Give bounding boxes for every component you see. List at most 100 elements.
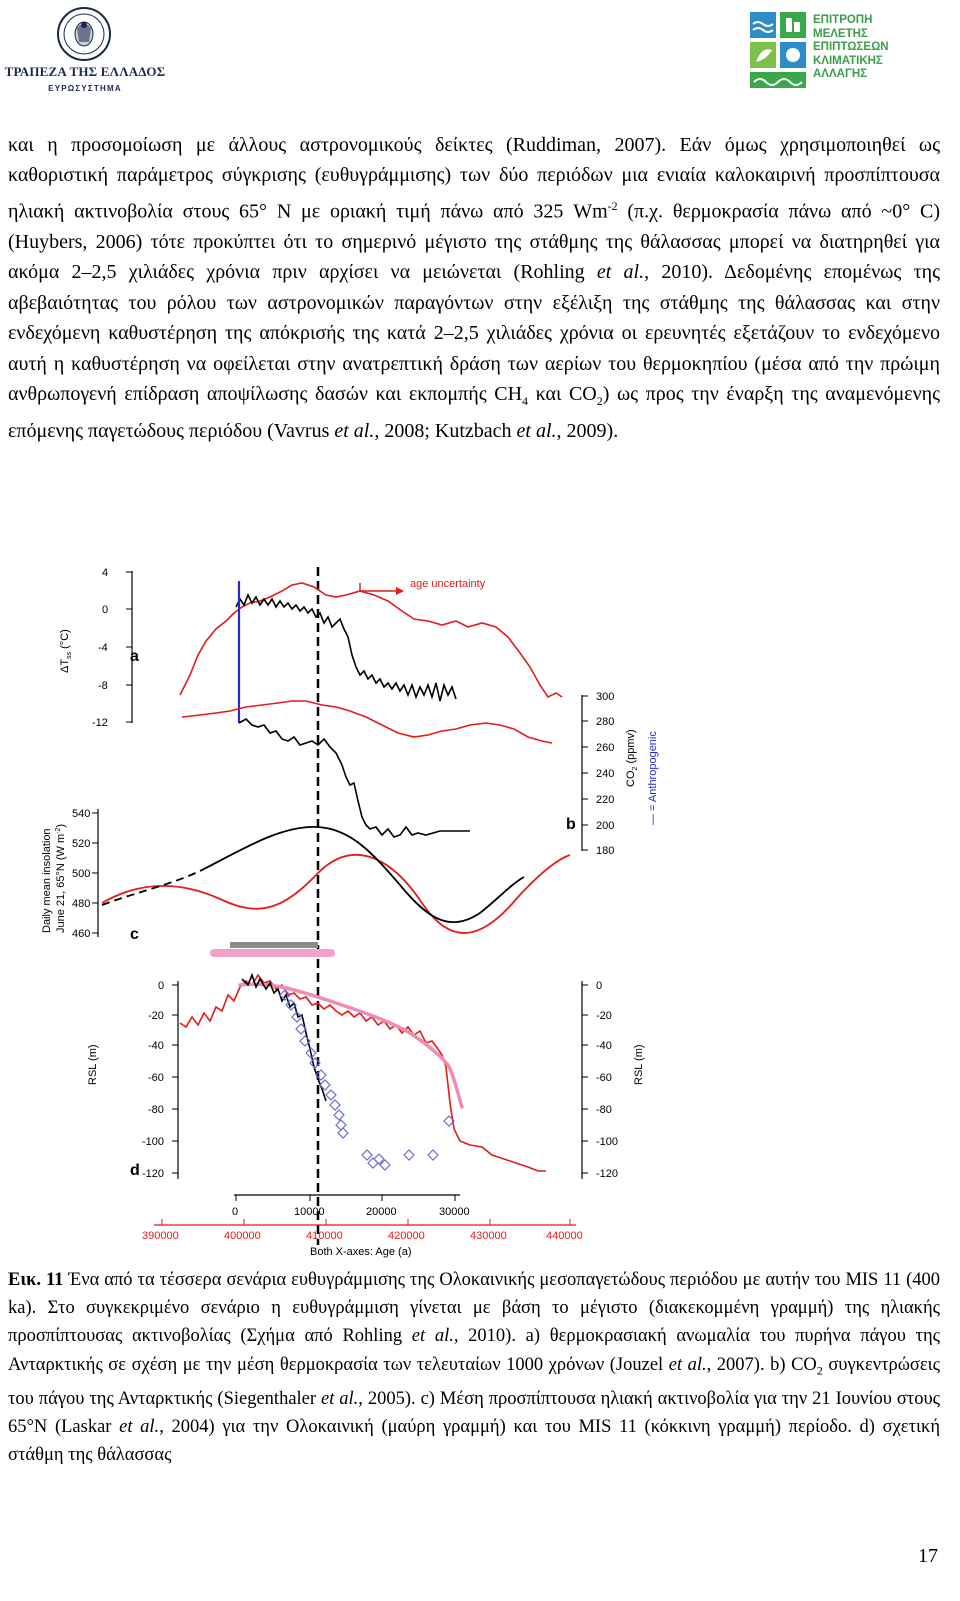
italic-et-al: et al. [334,420,375,443]
tick-label: 180 [596,845,614,857]
bank-subtitle: ΕΥΡΩΣΥΣΤΗΜΑ [48,84,122,93]
panel-label-c: c [130,926,139,943]
x-axis-holocene: 0 10000 20000 30000 [232,1194,470,1218]
figure-caption: Εικ. 11 Ένα από τα τέσσερα σενάρια ευθυγ… [8,1266,940,1469]
panel-b-holocene-curve [238,718,470,838]
tick-label: -60 [596,1072,612,1084]
subscript: 2 [596,393,603,408]
tick-label: 480 [72,898,90,910]
tick-label: -120 [596,1168,618,1180]
bank-of-greece-logo: ΤΡΑΠΕΖΑ ΤΗΣ ΕΛΛΑΔΟΣ ΕΥΡΩΣΥΣΤΗΜΑ [0,4,170,94]
tick-label: 400000 [224,1230,261,1242]
page-header: ΤΡΑΠΕΖΑ ΤΗΣ ΕΛΛΑΔΟΣ ΕΥΡΩΣΥΣΤΗΜΑ ΕΠΙΤΡΟΠΗ… [0,0,960,100]
pink-bar [210,949,335,957]
tick-label: 30000 [439,1206,470,1218]
tick-label: 10000 [294,1206,325,1218]
tick-label: -40 [148,1040,164,1052]
x-axis-label: Both X-axes: Age (a) [310,1246,412,1258]
panel-a-mis11-curve [179,582,563,699]
body-text-run: ) ως προς την έναρξη της αναμενόμενης επ… [8,382,940,443]
panel-c-holocene-dashed-curve [101,870,201,906]
italic-et-al: et al. [596,261,645,284]
tick-label: 430000 [470,1230,507,1242]
tick-label: 0 [102,604,108,616]
body-text-run: , 2008; Kutzbach [374,420,517,443]
tick-label: -60 [148,1072,164,1084]
caption-text-run: συγκεντρώσεις του πάγου της Ανταρκτικής … [8,1354,940,1409]
tick-label: 520 [72,838,90,850]
axis-label-d-left: RSL (m) [87,1044,99,1085]
tick-label: 390000 [142,1230,179,1242]
italic-et-al: et al. [668,1354,707,1375]
panel-d-axis-left: 0 -20 -40 -60 -80 -100 -120 RSL (m) d [87,980,179,1180]
panel-c-holocene-curve [199,826,525,923]
panel-d-mis11-curve [179,973,546,1172]
age-uncertainty-label: age uncertainty [410,578,486,590]
axis-label-a: ΔTss (°C) [59,629,73,673]
body-text-run: , 2009). [556,420,619,443]
body-text-run: (π.χ. θερμοκρασία πάνω από ~0° C) (Huybe… [8,200,941,284]
tick-label: 220 [596,794,614,806]
panel-d-axis-right: 0 -20 -40 -60 -80 -100 -120 RSL (m) [581,980,645,1180]
anthropogenic-legend: — = Anthropogenic [647,731,659,825]
x-axis-mis11: 390000 400000 410000 420000 430000 44000… [142,1219,583,1258]
body-paragraph: και η προσομοίωση με άλλους αστρονομικού… [8,130,940,447]
body-text-run: και CO [528,382,597,405]
tick-label: -100 [596,1136,618,1148]
subscript: 2 [816,1363,823,1378]
committee-line: ΕΠΙΤΡΟΠΗ [813,14,873,26]
tick-label: 240 [596,768,614,780]
figure-plot: 4 0 -4 -8 -12 ΔTss (°C) a age uncertaint… [41,567,659,1258]
climate-committee-emblem-icon [750,12,806,88]
tick-label: -40 [596,1040,612,1052]
panel-d-fit-curve [238,982,464,1109]
tick-label: -20 [596,1010,612,1022]
caption-label: Εικ. 11 [8,1270,64,1290]
tick-label: 540 [72,808,90,820]
italic-et-al: et al. [411,1326,454,1347]
tick-label: -100 [142,1136,164,1148]
panel-label-d: d [130,1162,140,1179]
tick-label: -8 [98,680,108,692]
subscript: 4 [522,393,529,408]
axis-label-d-right: RSL (m) [633,1044,645,1085]
committee-name: ΕΠΙΤΡΟΠΗ ΜΕΛΕΤΗΣ ΕΠΙΠΤΩΣΕΩΝ ΚΛΙΜΑΤΙΚΗΣ Α… [813,14,953,82]
caption-text-run: , 2005). c) Μέση προσπίπτουσα ηλιακή ακτ… [8,1388,940,1437]
caption-text-run: , 2010). a) θερμοκρασιακή ανωμαλία του π… [8,1326,940,1375]
caption-text-run: , 2007). b) CO [706,1354,817,1375]
axis-label-c-line2: June 21, 65°N (W m-2) [55,824,67,933]
tick-label: 460 [72,928,90,940]
panel-label-a: a [130,648,139,665]
page-number: 17 [918,1545,938,1567]
tick-label: -20 [148,1010,164,1022]
panel-b-mis11-curve [181,700,553,744]
age-uncertainty-marker: age uncertainty [359,578,486,595]
italic-et-al: et al. [320,1388,359,1409]
tick-label: 4 [102,567,108,579]
committee-line: ΑΛΛΑΓΗΣ [813,68,868,80]
panel-c-axis: 540 520 500 480 460 Daily mean insolatio… [41,808,139,943]
tick-label: 200 [596,820,614,832]
panel-d-diamonds [279,989,455,1171]
tick-label: 440000 [546,1230,583,1242]
bank-seal-icon [57,7,111,61]
grey-bar [230,942,318,948]
committee-line: ΜΕΛΕΤΗΣ [813,27,868,40]
axis-label-b: CO2 (ppmv) [625,729,639,787]
body-text-run: , 2010). Δεδομένης επομένως της αβεβαιότ… [8,261,940,405]
italic-et-al: et al. [516,420,557,443]
tick-label: 0 [596,980,602,992]
caption-text-run: , 2004) για την Ολοκαινική (μαύρη γραμμή… [8,1416,940,1465]
axis-label-c-line1: Daily mean insolation [41,828,53,933]
tick-label: 500 [72,868,90,880]
tick-label: -4 [98,642,108,654]
committee-line: ΕΠΙΠΤΩΣΕΩΝ [813,41,889,53]
tick-label: -80 [148,1104,164,1116]
caption-text-run: Ένα από τα τέσσερα σενάρια ευθυγράμμισης… [8,1270,941,1347]
committee-line: ΚΛΙΜΑΤΙΚΗΣ [813,54,883,67]
superscript: -2 [607,198,618,213]
figure-11: 4 0 -4 -8 -12 ΔTss (°C) a age uncertaint… [30,555,690,1260]
tick-label: 0 [232,1206,238,1218]
tick-label: 20000 [366,1206,397,1218]
tick-label: -12 [92,717,108,729]
